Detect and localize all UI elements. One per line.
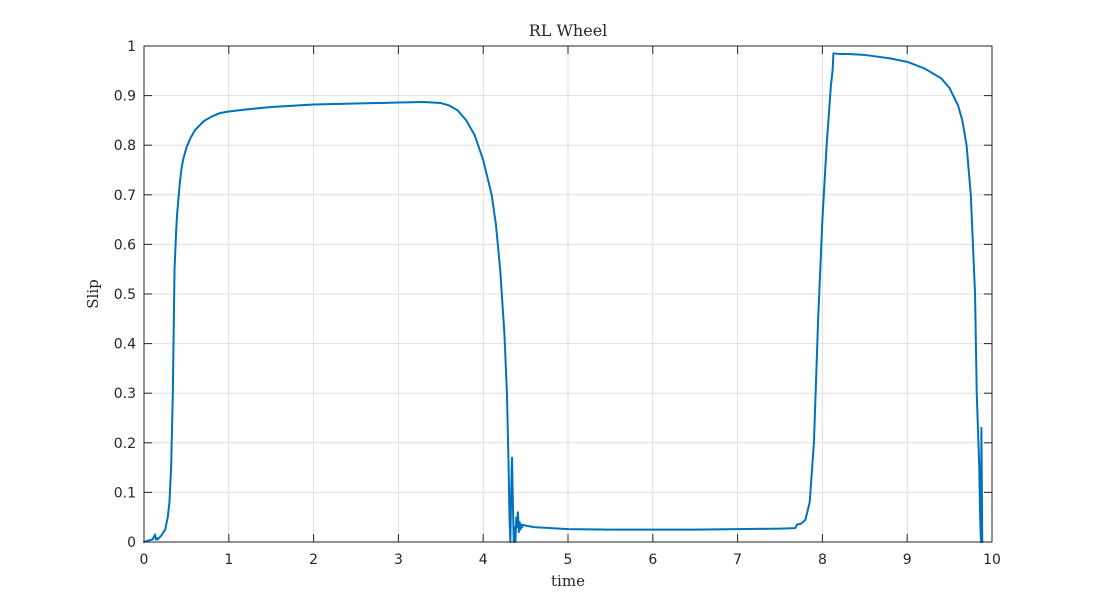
x-tick-labels: 0 1 2 3 4 5 6 7 8 9 10: [140, 552, 1001, 568]
y-tick-label: 0.5: [114, 287, 136, 303]
x-tick-label: 0: [140, 552, 149, 568]
y-tick-label: 0.3: [114, 386, 136, 402]
y-tick-labels: 0 0.1 0.2 0.3 0.4 0.5 0.6 0.7 0.8 0.9 1: [114, 39, 136, 551]
chart-title: RL Wheel: [529, 21, 608, 40]
x-tick-label: 1: [224, 552, 233, 568]
y-tick-label: 0.7: [114, 188, 136, 204]
y-axis-label: Slip: [84, 279, 102, 308]
x-tick-label: 5: [564, 552, 573, 568]
x-tick-label: 8: [818, 552, 827, 568]
x-tick-label: 3: [394, 552, 403, 568]
x-tick-label: 10: [983, 552, 1001, 568]
plot-box: [143, 45, 993, 543]
grid: [144, 46, 992, 542]
y-tick-label: 0.9: [114, 89, 136, 105]
y-tick-label: 1: [127, 39, 136, 55]
x-axis-label: time: [551, 572, 585, 590]
y-tick-label: 0.1: [114, 485, 136, 501]
y-tick-label: 0.6: [114, 237, 136, 253]
x-tick-label: 6: [648, 552, 657, 568]
y-tick-label: 0.4: [114, 337, 136, 353]
y-tick-label: 0.8: [114, 138, 136, 154]
x-tick-label: 9: [903, 552, 912, 568]
x-tick-label: 2: [309, 552, 318, 568]
y-tick-label: 0: [127, 535, 136, 551]
x-tick-label: 4: [479, 552, 488, 568]
y-tick-label: 0.2: [114, 436, 136, 452]
x-tick-label: 7: [733, 552, 742, 568]
